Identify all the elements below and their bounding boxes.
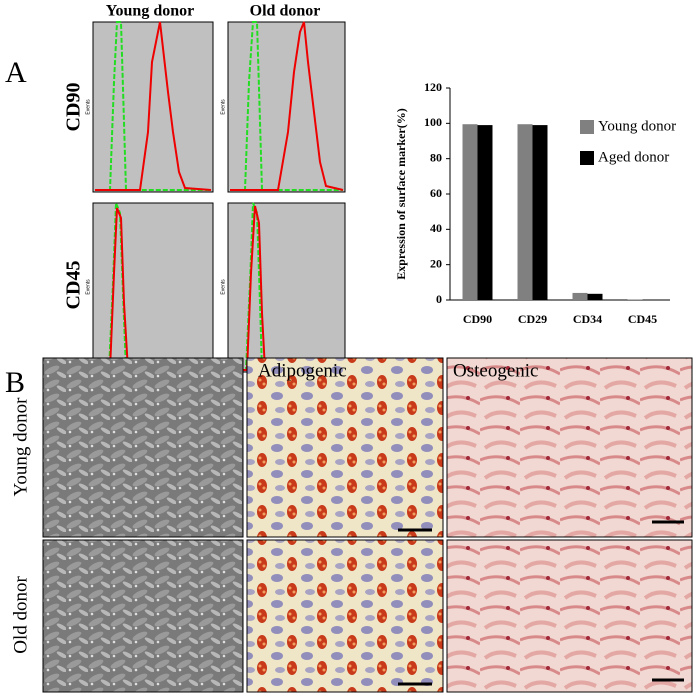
histogram [92,21,214,193]
stain-label: Osteogenic [453,360,538,381]
bar [477,125,493,300]
y-tick-label: 40 [430,221,442,235]
y-tick-label: 80 [430,150,442,164]
axis-label: Events [220,279,226,295]
legend-swatch [580,151,594,165]
y-tick-label: 100 [424,115,442,129]
micrograph [446,357,693,538]
y-tick-label: 20 [430,256,442,270]
legend-label: Aged donor [598,149,669,165]
micrograph [246,357,444,538]
stain-label: Adipogenic [258,360,347,381]
y-tick-label: 120 [424,80,442,94]
y-tick-label: 60 [430,186,442,200]
axis-label: Events [85,99,91,115]
micrograph [446,539,693,693]
bar [532,125,548,300]
y-axis-label: Expression of surface marker(%) [394,108,408,279]
y-tick-label: 0 [436,292,442,306]
histogram [227,21,346,193]
row-label: Old donor [10,576,31,654]
bar-chart: 0 20 40 60 80 100 120 CD90 CD29 CD34 CD45 Young don… [424,80,676,326]
bar [627,299,643,300]
histogram [92,202,214,373]
histogram [227,202,346,373]
micrograph [42,357,244,538]
axis-label: Events [85,279,91,295]
bar [462,124,478,300]
bar [517,124,533,300]
row-label: CD90 [63,83,85,132]
bar [572,292,588,300]
x-tick-label: CD34 [573,312,602,326]
legend-swatch [580,120,594,134]
column-header: Young donor [106,3,194,20]
panel-label: B [5,366,25,399]
legend-label: Young donor [598,118,676,134]
bar [587,293,603,300]
row-label: CD45 [63,261,85,310]
micrograph [246,539,444,693]
micrograph [42,539,244,693]
x-tick-label: CD90 [463,312,492,326]
panel-label: A [5,56,27,89]
row-label: Young donor [10,397,31,497]
column-header: Old donor [250,3,321,20]
axis-label: Events [220,99,226,115]
x-tick-label: CD29 [518,312,547,326]
x-tick-label: CD45 [628,312,657,326]
